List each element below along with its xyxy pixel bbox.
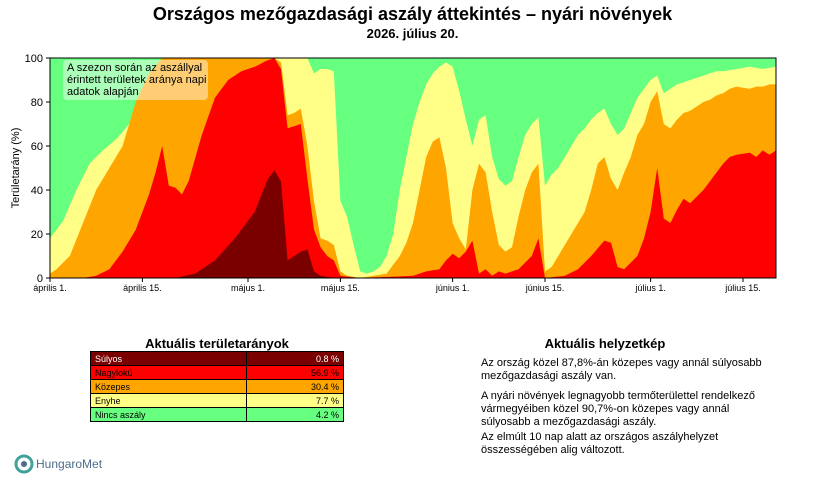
y-tick-label: 80: [31, 97, 43, 109]
category-label: Nincs aszály: [90, 407, 247, 422]
chart-title: Országos mezőgazdasági aszály áttekintés…: [152, 4, 673, 24]
table-row: Nagylokü 56.9 %: [90, 365, 345, 380]
y-tick-label: 40: [31, 185, 43, 197]
category-label: Enyhe: [90, 393, 247, 408]
area-series-nagyloku: [50, 58, 776, 278]
hungaromet-logo-icon: [14, 454, 34, 474]
category-label: Nagylokü: [90, 365, 247, 380]
drought-area-chart: 0 20 40 60 80 100 április 1. április 15. május 1…: [10, 53, 777, 293]
table-row: Közepes 30.4 %: [90, 379, 345, 394]
logo-text: HungaroMet: [36, 457, 103, 471]
annotation-text: érintett területek aránya napi: [67, 74, 206, 86]
x-tick-label: május 15.: [321, 283, 360, 293]
category-label: Közepes: [90, 379, 247, 394]
plot-frame: [49, 57, 777, 279]
table-row: Súlyos 0.8 %: [90, 351, 345, 366]
area-ratio-table: Súlyos 0.8 % Nagylokü 56.9 % Közepes 30.4 % En…: [90, 351, 345, 422]
status-paragraph-3: Az elmúlt 10 nap alatt az országos aszál…: [481, 431, 719, 456]
category-value: 30.4 %: [245, 379, 345, 394]
annotation-text: A szezon során az aszállyal: [67, 62, 202, 74]
annotation-box: [63, 60, 208, 100]
table-title: Aktuális területarányok: [145, 336, 289, 351]
category-value: 0.8 %: [245, 351, 345, 366]
x-tick-label: június 15.: [525, 283, 565, 293]
y-tick-label: 0: [37, 273, 43, 285]
area-series-súlyos: [50, 170, 776, 278]
x-tick-label: május 1.: [231, 283, 265, 293]
x-tick-label: július 1.: [634, 283, 666, 293]
status-paragraph-2: A nyári növények legnagyobb termőterület…: [481, 390, 755, 428]
category-value: 56.9 %: [245, 365, 345, 380]
x-tick-label: április 15.: [123, 283, 162, 293]
table-row: Enyhe 7.7 %: [90, 393, 345, 408]
category-label: Súlyos: [90, 351, 247, 366]
x-tick-label: július 15.: [724, 283, 761, 293]
y-tick-label: 60: [31, 141, 43, 153]
chart-date: 2026. július 20.: [366, 26, 459, 41]
y-tick-label: 100: [25, 53, 43, 65]
annotation-text: adatok alapján: [67, 86, 139, 98]
category-value: 7.7 %: [245, 393, 345, 408]
status-title: Aktuális helyzetkép: [544, 336, 666, 351]
category-value: 4.2 %: [245, 407, 345, 422]
x-tick-label: június 1.: [435, 283, 470, 293]
x-tick-label: április 1.: [33, 283, 67, 293]
table-row: Nincs aszály 4.2 %: [90, 407, 345, 422]
status-paragraph-1: Az ország közel 87,8%-án közepes vagy an…: [481, 357, 762, 382]
y-tick-label: 20: [31, 229, 43, 241]
y-axis-label: Területarány (%): [10, 128, 22, 209]
